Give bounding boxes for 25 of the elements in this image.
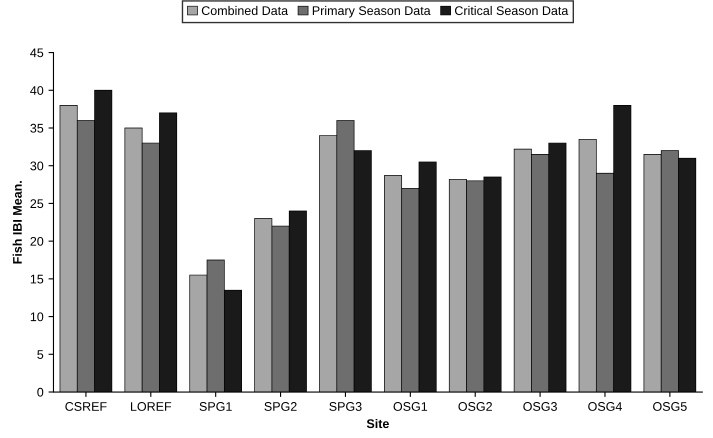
y-tick-label: 45 bbox=[30, 48, 44, 58]
legend-label: Combined Data bbox=[202, 6, 288, 16]
x-tick-label: OSG3 bbox=[523, 402, 557, 411]
x-tick-label: OSG4 bbox=[588, 402, 622, 411]
x-tick-label: OSG1 bbox=[394, 402, 428, 411]
y-tick-label: 15 bbox=[30, 274, 44, 284]
x-tick-label: OSG2 bbox=[458, 402, 492, 411]
y-tick-label: 40 bbox=[30, 86, 44, 95]
legend-label: Primary Season Data bbox=[312, 6, 431, 18]
y-axis-title: Fish IBI Mean. bbox=[12, 181, 22, 264]
y-tick-label: 25 bbox=[30, 199, 44, 208]
x-tick-label: SPG1 bbox=[200, 402, 232, 411]
y-tick-label: 0 bbox=[37, 388, 44, 397]
legend-label: Critical Season Data bbox=[455, 6, 568, 16]
y-tick-label: 35 bbox=[30, 124, 44, 133]
y-tick-label: 5 bbox=[37, 350, 44, 359]
x-axis-title: Site bbox=[366, 418, 389, 428]
x-tick-label: SPG3 bbox=[329, 402, 362, 411]
y-tick-label: 10 bbox=[30, 312, 44, 322]
y-tick-label: 30 bbox=[30, 162, 44, 170]
x-tick-label: CSREF bbox=[65, 402, 107, 411]
y-tick-label: 20 bbox=[30, 236, 44, 246]
x-tick-label: LOREF bbox=[130, 402, 172, 411]
x-tick-label: SPG2 bbox=[264, 402, 297, 411]
x-tick-label: OSG5 bbox=[653, 402, 687, 411]
